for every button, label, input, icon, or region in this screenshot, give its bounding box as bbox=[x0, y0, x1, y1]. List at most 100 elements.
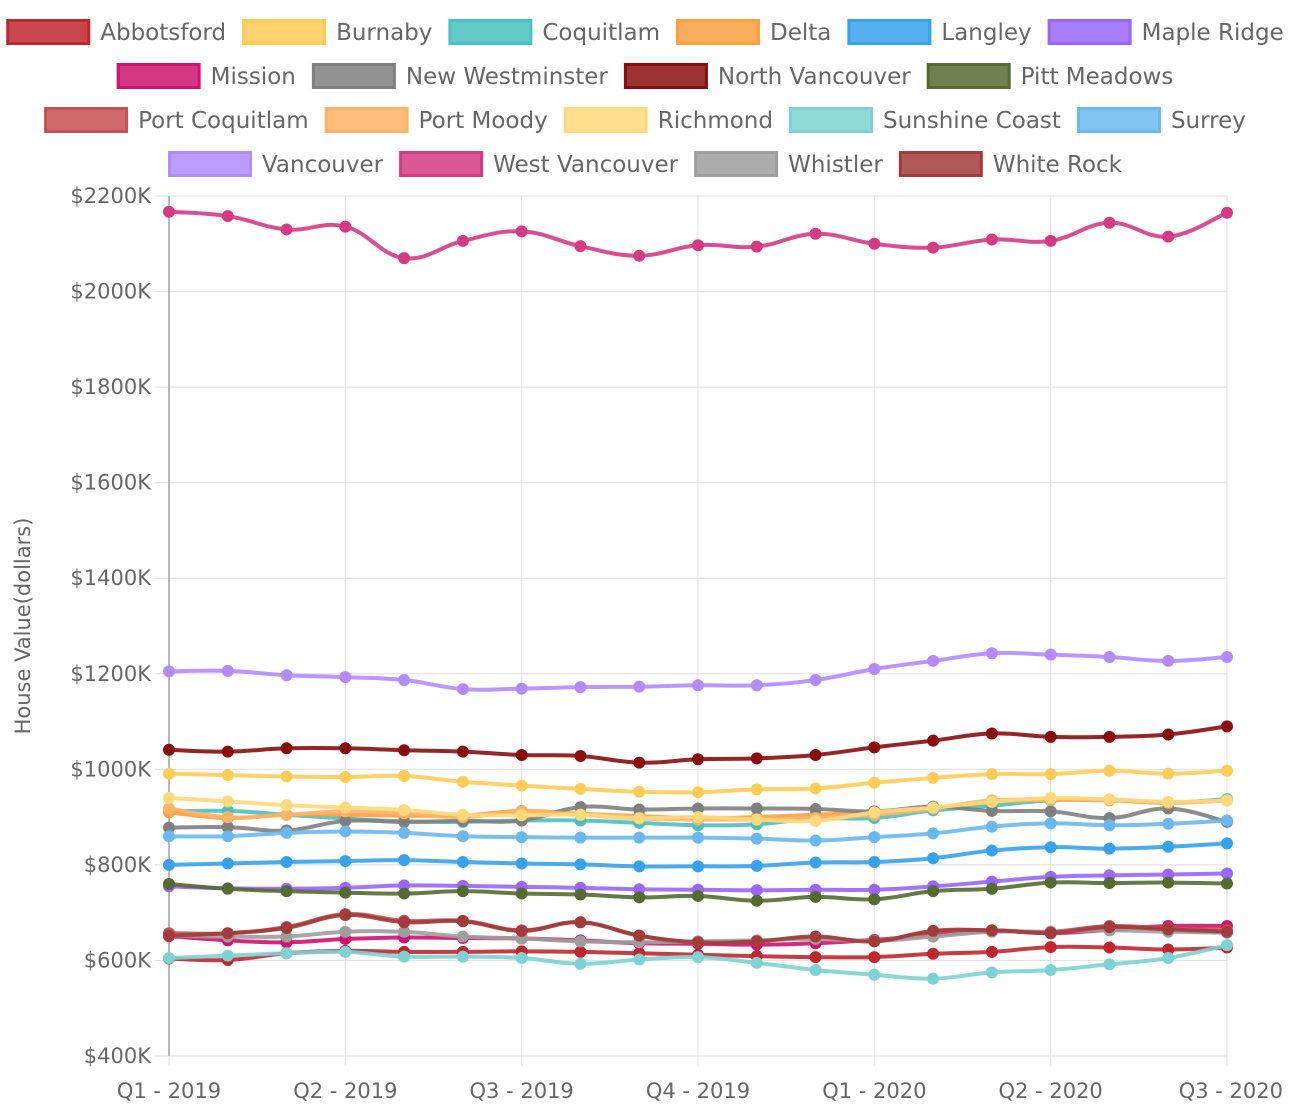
legend-item-abbotsford[interactable]: Abbotsford bbox=[6, 19, 226, 46]
data-point[interactable] bbox=[339, 909, 352, 922]
data-point[interactable] bbox=[692, 239, 704, 252]
data-point[interactable] bbox=[163, 929, 175, 942]
data-point[interactable] bbox=[1044, 768, 1057, 781]
data-point[interactable] bbox=[1162, 876, 1175, 889]
data-point[interactable] bbox=[985, 844, 998, 857]
data-point[interactable] bbox=[456, 808, 469, 821]
data-point[interactable] bbox=[221, 882, 234, 895]
data-point[interactable] bbox=[280, 669, 293, 682]
data-point[interactable] bbox=[280, 947, 293, 960]
data-point[interactable] bbox=[1044, 817, 1057, 830]
data-point[interactable] bbox=[1103, 730, 1116, 743]
data-point[interactable] bbox=[750, 894, 763, 907]
data-point[interactable] bbox=[1221, 720, 1233, 733]
data-point[interactable] bbox=[868, 968, 881, 981]
data-point[interactable] bbox=[1103, 651, 1116, 664]
data-point[interactable] bbox=[927, 801, 940, 814]
data-point[interactable] bbox=[398, 826, 411, 839]
data-point[interactable] bbox=[574, 957, 587, 970]
data-point[interactable] bbox=[927, 771, 940, 784]
data-point[interactable] bbox=[456, 234, 469, 247]
data-point[interactable] bbox=[985, 924, 998, 937]
data-point[interactable] bbox=[574, 681, 587, 694]
data-point[interactable] bbox=[1162, 230, 1175, 243]
data-point[interactable] bbox=[750, 935, 763, 948]
data-point[interactable] bbox=[633, 785, 646, 798]
data-point[interactable] bbox=[809, 814, 822, 827]
data-point[interactable] bbox=[163, 767, 175, 780]
data-point[interactable] bbox=[868, 856, 881, 869]
data-point[interactable] bbox=[1162, 654, 1175, 667]
data-point[interactable] bbox=[809, 890, 822, 903]
data-point[interactable] bbox=[1044, 648, 1057, 661]
data-point[interactable] bbox=[398, 854, 411, 867]
data-point[interactable] bbox=[1044, 792, 1057, 804]
data-point[interactable] bbox=[221, 769, 234, 782]
data-point[interactable] bbox=[927, 654, 940, 667]
data-point[interactable] bbox=[985, 945, 998, 958]
data-point[interactable] bbox=[1221, 939, 1233, 952]
data-point[interactable] bbox=[398, 916, 411, 929]
data-point[interactable] bbox=[750, 956, 763, 969]
data-point[interactable] bbox=[221, 857, 234, 870]
data-point[interactable] bbox=[1103, 793, 1116, 806]
data-point[interactable] bbox=[163, 205, 175, 218]
data-point[interactable] bbox=[692, 786, 704, 799]
data-point[interactable] bbox=[868, 893, 881, 906]
data-point[interactable] bbox=[339, 671, 352, 684]
data-point[interactable] bbox=[280, 885, 293, 898]
data-point[interactable] bbox=[456, 745, 469, 758]
data-point[interactable] bbox=[633, 812, 646, 825]
legend-item-maple-ridge[interactable]: Maple Ridge bbox=[1047, 19, 1284, 46]
legend-item-pitt-meadows[interactable]: Pitt Meadows bbox=[926, 63, 1173, 90]
legend-item-white-rock[interactable]: White Rock bbox=[898, 151, 1123, 178]
data-point[interactable] bbox=[574, 888, 587, 901]
data-point[interactable] bbox=[1221, 877, 1233, 890]
data-point[interactable] bbox=[339, 825, 352, 838]
data-point[interactable] bbox=[515, 887, 528, 900]
data-point[interactable] bbox=[163, 665, 175, 678]
data-point[interactable] bbox=[633, 756, 646, 769]
data-point[interactable] bbox=[163, 830, 175, 843]
legend-item-langley[interactable]: Langley bbox=[847, 19, 1032, 46]
data-point[interactable] bbox=[692, 889, 704, 902]
data-point[interactable] bbox=[1162, 767, 1175, 780]
data-point[interactable] bbox=[750, 813, 763, 826]
data-point[interactable] bbox=[1044, 876, 1057, 889]
data-point[interactable] bbox=[985, 795, 998, 808]
data-point[interactable] bbox=[633, 680, 646, 693]
data-point[interactable] bbox=[809, 930, 822, 943]
data-point[interactable] bbox=[280, 921, 293, 934]
data-point[interactable] bbox=[692, 811, 704, 824]
data-point[interactable] bbox=[456, 856, 469, 869]
data-point[interactable] bbox=[1162, 728, 1175, 741]
data-point[interactable] bbox=[1103, 764, 1116, 777]
data-point[interactable] bbox=[985, 966, 998, 979]
data-point[interactable] bbox=[1103, 877, 1116, 890]
data-point[interactable] bbox=[809, 782, 822, 795]
data-point[interactable] bbox=[1103, 819, 1116, 832]
data-point[interactable] bbox=[1221, 814, 1233, 827]
data-point[interactable] bbox=[868, 806, 881, 819]
data-point[interactable] bbox=[398, 887, 411, 900]
data-point[interactable] bbox=[868, 663, 881, 675]
legend-item-vancouver[interactable]: Vancouver bbox=[167, 151, 384, 178]
data-point[interactable] bbox=[1044, 234, 1057, 247]
data-point[interactable] bbox=[927, 924, 940, 937]
data-point[interactable] bbox=[985, 727, 998, 740]
data-point[interactable] bbox=[1103, 842, 1116, 855]
legend-item-west-vancouver[interactable]: West Vancouver bbox=[399, 151, 679, 178]
data-point[interactable] bbox=[339, 855, 352, 868]
data-point[interactable] bbox=[163, 878, 175, 890]
data-point[interactable] bbox=[163, 952, 175, 965]
legend-item-richmond[interactable]: Richmond bbox=[563, 107, 773, 134]
data-point[interactable] bbox=[1162, 840, 1175, 853]
data-point[interactable] bbox=[221, 210, 234, 223]
data-point[interactable] bbox=[221, 949, 234, 962]
data-point[interactable] bbox=[339, 742, 352, 755]
data-point[interactable] bbox=[398, 803, 411, 816]
data-point[interactable] bbox=[692, 951, 704, 964]
data-point[interactable] bbox=[280, 799, 293, 812]
data-point[interactable] bbox=[927, 852, 940, 865]
data-point[interactable] bbox=[868, 831, 881, 844]
